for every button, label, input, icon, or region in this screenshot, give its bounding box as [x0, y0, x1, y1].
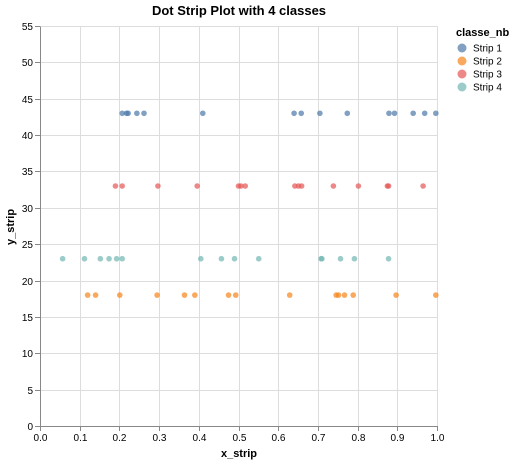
data-point [355, 183, 362, 189]
x-tick-label: 0.5 [233, 433, 247, 444]
x-axis: 0.0 0.1 0.2 0.3 0.4 0.5 0.6 0.7 0.8 0.9 1.0 [34, 426, 445, 444]
legend-label: Strip 4 [473, 83, 502, 94]
data-point [112, 183, 119, 189]
data-point [335, 292, 342, 298]
y-axis-title: y_strip [5, 209, 17, 245]
y-tick-label: 5 [27, 386, 33, 397]
x-axis-title: x_strip [221, 448, 257, 460]
data-point [344, 110, 351, 117]
x-tick-label: 0.7 [312, 433, 326, 444]
data-point [341, 292, 348, 298]
data-point [92, 292, 99, 298]
series-1 [119, 110, 439, 117]
data-point [81, 255, 88, 262]
data-point [242, 183, 249, 189]
data-point [286, 292, 293, 298]
x-tick-label: 0.1 [74, 433, 88, 444]
data-point [119, 255, 125, 262]
data-point [298, 183, 305, 189]
chart-title: Dot Strip Plot with 4 classes [152, 3, 326, 18]
y-tick-label: 30 [22, 204, 34, 215]
data-point [291, 110, 297, 117]
data-point [134, 110, 140, 117]
data-point [192, 292, 198, 298]
legend-swatch [457, 43, 467, 53]
data-point [385, 255, 392, 262]
data-point [116, 292, 123, 298]
data-point [298, 110, 305, 117]
data-point [84, 292, 91, 298]
data-point [255, 255, 262, 262]
data-point [119, 110, 125, 117]
data-point [386, 110, 392, 117]
grid [40, 26, 438, 427]
y-tick-label: 55 [22, 22, 34, 33]
x-tick-label: 0.3 [153, 433, 167, 444]
legend-swatch [457, 82, 467, 92]
data-point [319, 255, 325, 262]
legend-swatch [457, 56, 467, 66]
legend-label: Strip 1 [473, 44, 502, 55]
data-point [231, 255, 238, 262]
legend-label: Strip 3 [473, 70, 502, 81]
data-point [421, 110, 428, 117]
x-tick-label: 0.9 [391, 433, 405, 444]
data-point [141, 110, 147, 117]
data-point [238, 183, 244, 189]
y-tick-label: 45 [22, 95, 34, 106]
data-point [330, 183, 337, 189]
series-3 [112, 183, 426, 189]
x-tick-label: 0.8 [352, 433, 366, 444]
data-point [181, 292, 188, 298]
data-point [155, 183, 161, 189]
data-point [119, 183, 125, 189]
x-tick-label: 0.6 [272, 433, 286, 444]
data-point [106, 255, 112, 262]
data-point [350, 292, 357, 298]
data-point [59, 255, 66, 262]
data-point [433, 292, 439, 298]
y-tick-label: 50 [22, 58, 34, 69]
y-tick-label: 25 [22, 240, 34, 251]
data-point [410, 110, 416, 117]
y-tick-label: 35 [22, 167, 34, 178]
data-point [125, 110, 131, 117]
data-point [225, 292, 232, 298]
series-4 [59, 255, 392, 262]
legend-swatch [457, 69, 467, 79]
data-point [385, 183, 392, 189]
legend: classe_nb Strip 1 Strip 2 Strip 3 Strip 4 [456, 27, 509, 94]
data-point [391, 110, 398, 117]
y-tick-label: 10 [22, 349, 34, 360]
data-point [232, 292, 239, 298]
data-point [218, 255, 225, 262]
data-point [420, 183, 426, 189]
data-point [113, 255, 120, 262]
x-tick-label: 1.0 [431, 433, 445, 444]
data-point [393, 292, 399, 298]
data-point [433, 110, 439, 117]
legend-label: Strip 2 [473, 57, 502, 68]
legend-title: classe_nb [456, 27, 509, 39]
data-point [199, 110, 206, 117]
data-points [59, 110, 439, 298]
data-point [317, 110, 323, 117]
y-axis: 0 5 10 15 20 25 30 35 40 45 50 55 [22, 22, 40, 433]
data-point [194, 183, 201, 189]
y-tick-label: 15 [22, 313, 34, 324]
data-point [197, 255, 204, 262]
y-tick-label: 40 [22, 131, 34, 142]
data-point [337, 255, 344, 262]
x-tick-label: 0.2 [113, 433, 127, 444]
data-point [351, 255, 358, 262]
y-tick-label: 20 [22, 277, 34, 288]
x-tick-label: 0.4 [193, 433, 207, 444]
series-2 [84, 292, 439, 298]
data-point [154, 292, 160, 298]
y-tick-label: 0 [27, 422, 33, 433]
x-tick-label: 0.0 [34, 433, 48, 444]
data-point [97, 255, 104, 262]
